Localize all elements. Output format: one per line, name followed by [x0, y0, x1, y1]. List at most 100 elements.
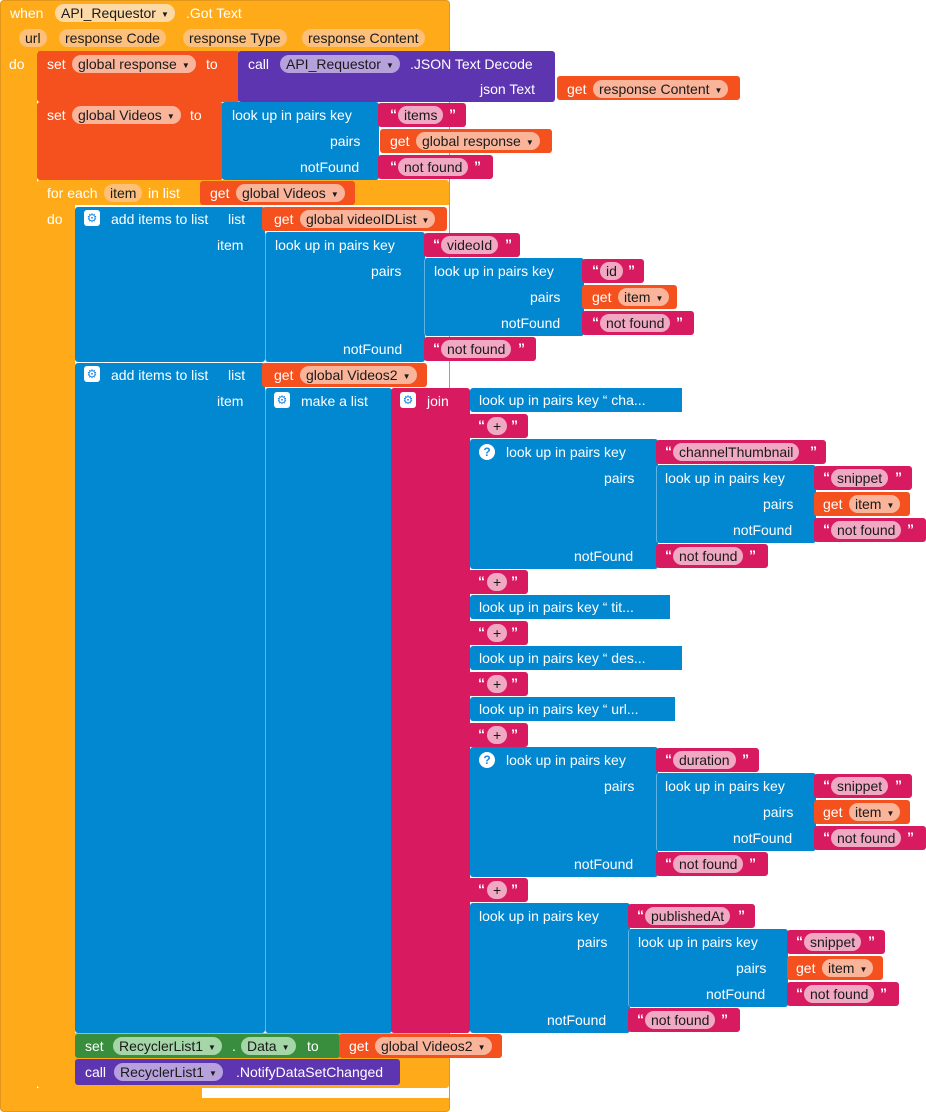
get-label: get	[823, 804, 843, 820]
text-field-snippet[interactable]: snippet	[831, 777, 889, 795]
text-field-plus[interactable]: +	[487, 417, 508, 435]
open-quote: “	[478, 726, 485, 742]
var-dropdown-item[interactable]: item ▼	[822, 959, 874, 977]
var-dropdown-item[interactable]: item ▼	[849, 495, 901, 513]
text-field-not-found[interactable]: not found	[673, 547, 744, 565]
text-field-plus[interactable]: +	[487, 675, 508, 693]
lookup-channelthumbnail-block[interactable]	[470, 439, 658, 569]
dropdown-arrow-icon: ▼	[714, 86, 723, 95]
close-quote: ”	[749, 547, 756, 563]
item-label: item	[217, 237, 244, 253]
text-field-not-found[interactable]: not found	[804, 985, 875, 1003]
component-dropdown-api-requestor[interactable]: API_Requestor ▼	[55, 4, 175, 22]
var-dropdown-global-videos-2[interactable]: global Videos ▼	[236, 184, 345, 202]
collapsed-lookup-tit-block[interactable]	[470, 595, 670, 619]
text-field-not-found[interactable]: not found	[831, 829, 902, 847]
open-quote: “	[390, 106, 397, 122]
close-quote: ”	[511, 675, 518, 691]
text-field-videoid[interactable]: videoId	[441, 236, 499, 254]
var-dropdown-response-content[interactable]: response Content ▼	[593, 80, 729, 98]
mutator-gear-icon[interactable]: ⚙	[274, 392, 290, 408]
text-field-snippet[interactable]: snippet	[804, 933, 862, 951]
text-field-not-found[interactable]: not found	[441, 340, 512, 358]
method-json-decode-label: .JSON Text Decode	[410, 56, 533, 72]
text-field-duration[interactable]: duration	[673, 751, 736, 769]
text-field-channelthumbnail[interactable]: channelThumbnail	[673, 443, 800, 461]
collapsed-lookup-des-block[interactable]	[470, 646, 682, 670]
open-quote: “	[823, 777, 830, 793]
collapsed-lookup-url-label: look up in pairs key “ url...	[479, 701, 639, 717]
lookup-snippet-block[interactable]	[656, 773, 816, 851]
open-quote: “	[433, 236, 440, 252]
param-response-type[interactable]: response Type	[183, 29, 287, 47]
close-quote: ”	[511, 726, 518, 742]
open-quote: “	[665, 855, 672, 871]
lookup-videoid-block[interactable]	[265, 232, 425, 362]
collapsed-lookup-cha-block[interactable]	[470, 388, 682, 412]
var-dropdown-item[interactable]: item ▼	[849, 803, 901, 821]
open-quote: “	[637, 1011, 644, 1027]
lookup-duration-block[interactable]	[470, 747, 658, 877]
lookup-publishedat-block[interactable]	[470, 903, 630, 1033]
var-dropdown-global-videos[interactable]: global Videos ▼	[72, 106, 181, 124]
close-quote: ”	[511, 624, 518, 640]
open-quote: “	[478, 573, 485, 589]
component-dropdown-recyclerlist1-2[interactable]: RecyclerList1 ▼	[114, 1063, 223, 1081]
open-quote: “	[478, 624, 485, 640]
text-field-not-found[interactable]: not found	[673, 855, 744, 873]
text-field-snippet[interactable]: snippet	[831, 469, 889, 487]
param-response-code[interactable]: response Code	[59, 29, 166, 47]
help-icon[interactable]: ?	[479, 752, 495, 768]
mutator-gear-icon[interactable]: ⚙	[84, 366, 100, 382]
make-a-list-block[interactable]	[265, 388, 392, 1033]
lookup-snippet-block[interactable]	[656, 465, 816, 543]
notfound-label: notFound	[574, 548, 634, 564]
dropdown-arrow-icon: ▼	[886, 809, 895, 818]
pairs-label: pairs	[330, 133, 361, 149]
text-field-items[interactable]: items	[398, 106, 444, 124]
collapsed-lookup-url-block[interactable]	[470, 697, 675, 721]
var-dropdown-global-videos2[interactable]: global Videos2 ▼	[300, 366, 417, 384]
param-url[interactable]: url	[19, 29, 47, 47]
open-quote: “	[796, 985, 803, 1001]
dropdown-arrow-icon: ▼	[208, 1043, 216, 1052]
text-field-not-found[interactable]: not found	[398, 158, 469, 176]
property-dropdown-data[interactable]: Data ▼	[241, 1037, 296, 1055]
loop-var-item[interactable]: item	[104, 184, 143, 202]
var-dropdown-global-response-2[interactable]: global response ▼	[416, 132, 540, 150]
mutator-gear-icon[interactable]: ⚙	[400, 392, 416, 408]
text-field-id[interactable]: id	[600, 262, 623, 280]
lookup-items-block[interactable]	[222, 102, 379, 180]
component-dropdown-api-requestor-2[interactable]: API_Requestor ▼	[280, 55, 400, 73]
text-field-plus[interactable]: +	[487, 573, 508, 591]
text-field-plus[interactable]: +	[487, 881, 508, 899]
component-dropdown-recyclerlist1[interactable]: RecyclerList1 ▼	[113, 1037, 222, 1055]
lookup-label: look up in pairs key	[275, 237, 395, 253]
join-block[interactable]	[391, 388, 470, 1033]
lookup-id-block[interactable]	[424, 258, 584, 336]
dropdown-arrow-icon: ▼	[330, 190, 339, 199]
lookup-label: look up in pairs key	[232, 107, 352, 123]
add-items-videoid-block[interactable]	[75, 207, 265, 362]
text-field-not-found[interactable]: not found	[645, 1011, 716, 1029]
close-quote: ”	[749, 855, 756, 871]
var-dropdown-item[interactable]: item ▼	[618, 288, 670, 306]
add-items-videos2-block[interactable]	[75, 363, 265, 1033]
get-label: get	[210, 185, 230, 201]
text-field-plus[interactable]: +	[487, 624, 508, 642]
event-name-label: .Got Text	[186, 5, 242, 21]
notfound-label: notFound	[733, 830, 793, 846]
text-field-plus[interactable]: +	[487, 726, 508, 744]
text-field-not-found[interactable]: not found	[600, 314, 671, 332]
var-dropdown-global-videos2[interactable]: global Videos2 ▼	[375, 1037, 492, 1055]
help-icon[interactable]: ?	[479, 444, 495, 460]
var-dropdown-global-response[interactable]: global response ▼	[72, 55, 196, 73]
lookup-snippet-block[interactable]	[628, 929, 788, 1007]
var-dropdown-global-videoidlist[interactable]: global videoIDList ▼	[300, 210, 436, 228]
dropdown-arrow-icon: ▼	[402, 372, 411, 381]
text-field-not-found[interactable]: not found	[831, 521, 902, 539]
param-response-content[interactable]: response Content	[302, 29, 425, 47]
to-label-2: to	[190, 107, 202, 123]
mutator-gear-icon[interactable]: ⚙	[84, 210, 100, 226]
text-field-publishedat[interactable]: publishedAt	[645, 907, 731, 925]
